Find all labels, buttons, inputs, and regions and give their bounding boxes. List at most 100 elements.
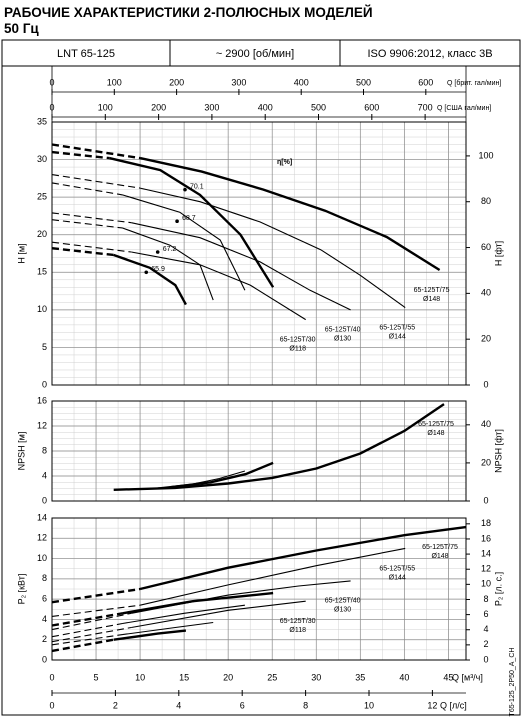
y-tick-label: 35 — [37, 116, 47, 126]
plot-frame — [51, 517, 467, 661]
top-axis-tick-label: 400 — [258, 102, 273, 112]
curve — [139, 525, 467, 591]
efficiency-point — [175, 219, 179, 223]
curve-label: 65-125T/75 — [422, 544, 458, 551]
y2-tick-label: 4 — [483, 624, 488, 634]
x-tick-label: 40 — [399, 672, 409, 682]
page-subtitle: 50 Гц — [4, 21, 39, 36]
bottom-axis-tick-label: 4 — [176, 700, 181, 710]
y2-tick-label: 20 — [481, 334, 491, 344]
y2-tick-label: 0 — [483, 379, 488, 389]
y2-tick-label: 20 — [481, 457, 491, 467]
y-tick-label: 20 — [37, 229, 47, 239]
curve-diameter: Ø148 — [431, 553, 448, 560]
curve-label: 65-125T/75 — [414, 287, 450, 294]
efficiency-label: 67.2 — [163, 246, 177, 253]
x-tick-label: 0 — [49, 672, 54, 682]
y-tick-label: 8 — [42, 445, 47, 455]
curve-dashed — [51, 174, 141, 189]
plot-frame — [51, 121, 467, 386]
outer-frame — [1, 39, 521, 716]
y2-tick-label: 18 — [481, 518, 491, 528]
bottom-axis-tick-label: 8 — [303, 700, 308, 710]
page-title: РАБОЧИЕ ХАРАКТЕРИСТИКИ 2-ПОЛЮСНЫХ МОДЕЛЕ… — [4, 5, 373, 20]
curve-dashed — [51, 143, 141, 160]
y-tick-label: 4 — [42, 470, 47, 480]
top-axis-tick-label: 600 — [364, 102, 379, 112]
top-axis-tick-label: 100 — [107, 77, 122, 87]
y-axis-label: H [м] — [16, 243, 26, 263]
curve-label: 65-125T/40 — [325, 327, 361, 334]
x-tick-label: 25 — [267, 672, 277, 682]
curve-dashed — [51, 150, 110, 160]
y2-tick-label: 80 — [481, 196, 491, 206]
y-tick-label: 8 — [42, 573, 47, 583]
y2-tick-label: 40 — [481, 288, 491, 298]
curve-dashed — [51, 612, 132, 631]
y2-tick-label: 16 — [481, 533, 491, 543]
top-axis-tick-label: 0 — [49, 102, 54, 112]
top-axis-tick-label: 300 — [204, 102, 219, 112]
x-tick-label: 5 — [94, 672, 99, 682]
header-cell: LNT 65-125 — [57, 48, 115, 60]
curve — [131, 600, 306, 629]
curve-dashed — [51, 638, 114, 653]
top-axis-tick-label: 200 — [151, 102, 166, 112]
bottom-axis-label: Q [л/с] — [440, 700, 467, 710]
curve-diameter: Ø148 — [427, 430, 444, 437]
efficiency-label: 68.7 — [182, 215, 196, 222]
curve — [113, 403, 445, 491]
top-axis-tick-label: 400 — [294, 77, 309, 87]
curve-dashed — [51, 626, 132, 643]
curve — [113, 629, 187, 641]
y2-tick-label: 2 — [483, 639, 488, 649]
efficiency-point — [155, 250, 160, 254]
curve-diameter: Ø130 — [334, 336, 351, 343]
efficiency-point — [144, 270, 149, 275]
efficiency-point — [183, 187, 187, 192]
efficiency-label: 65.9 — [151, 266, 165, 273]
curve — [139, 187, 406, 309]
bottom-axis-tick-label: 12 — [427, 700, 437, 710]
top-axis-tick-label: 500 — [356, 77, 371, 87]
bottom-axis-tick-label: 0 — [49, 700, 54, 710]
y2-axis-label: H [фт] — [493, 241, 503, 266]
y-tick-label: 12 — [37, 420, 47, 430]
y2-tick-label: 8 — [483, 594, 488, 604]
y-tick-label: 14 — [37, 512, 47, 522]
y2-tick-label: 0 — [483, 654, 488, 664]
curve — [139, 156, 441, 272]
curve-diameter: Ø144 — [389, 574, 406, 581]
curve — [113, 253, 187, 306]
x-tick-label: 15 — [179, 672, 189, 682]
curve-dashed — [51, 219, 123, 229]
top-axis-tick-label: 100 — [98, 102, 113, 112]
y2-tick-label: 60 — [481, 242, 491, 252]
y-tick-label: 25 — [37, 192, 47, 202]
curve-dashed — [51, 634, 123, 646]
y-tick-label: 6 — [42, 594, 47, 604]
y-tick-label: 15 — [37, 267, 47, 277]
curve — [131, 580, 351, 614]
curve-diameter: Ø148 — [423, 296, 440, 303]
y-tick-label: 16 — [37, 395, 47, 405]
curve — [131, 251, 306, 321]
curve-diameter: Ø118 — [289, 627, 306, 634]
curve-dashed — [51, 182, 123, 196]
y2-axis-label: P₂ [л. с.] — [493, 572, 503, 606]
curve — [139, 547, 406, 606]
curve-label: 65-125T/40 — [325, 598, 361, 605]
y-axis-label: NPSH [м] — [16, 432, 26, 471]
bottom-axis-tick-label: 2 — [113, 700, 118, 710]
curve-dashed — [51, 241, 132, 253]
curve-dashed — [51, 587, 141, 604]
curve — [131, 222, 351, 311]
efficiency-label: 70.1 — [190, 183, 204, 190]
y2-axis-label: NPSH [фт] — [493, 429, 503, 473]
top-axis-tick-label: 700 — [418, 102, 433, 112]
x-tick-label: 20 — [223, 672, 233, 682]
x-tick-label: 45 — [443, 672, 453, 682]
curve — [109, 156, 275, 288]
curve — [157, 470, 246, 489]
top-axis-tick-label: 0 — [49, 77, 54, 87]
